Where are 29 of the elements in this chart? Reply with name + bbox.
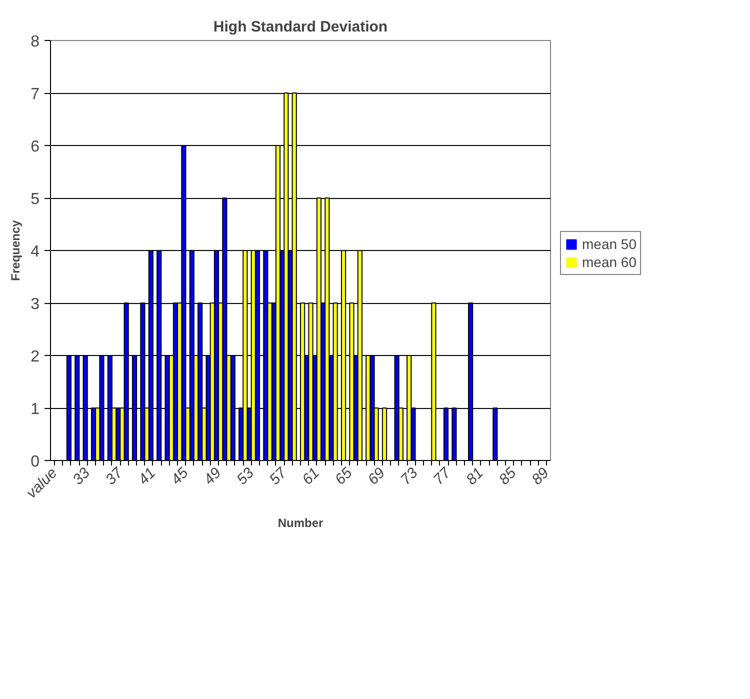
x-tick-label: 81	[463, 464, 487, 488]
x-tick-label: 69	[364, 464, 389, 488]
x-tick-label: 61	[299, 464, 323, 488]
y-tick-label: 1	[30, 401, 40, 418]
x-tick-label: 85	[496, 464, 520, 488]
x-tick-label: 57	[266, 464, 291, 488]
y-axis-title: Frequency	[8, 220, 23, 281]
x-tick-label: 45	[168, 464, 192, 488]
y-tick-label: 7	[30, 86, 40, 103]
legend-label: mean 50	[582, 236, 636, 252]
x-tick-label: 65	[332, 464, 356, 488]
y-tick-label: 3	[30, 296, 40, 313]
x-tick-label: 73	[397, 464, 422, 488]
y-tick-label: 0	[30, 454, 40, 470]
chart-title: High Standard Deviation	[213, 18, 388, 36]
y-tick-label: 4	[30, 244, 40, 260]
y-tick-label: 5	[30, 191, 40, 208]
x-tick-label: 89	[528, 464, 553, 488]
legend-label: mean 60	[582, 254, 636, 270]
x-tick-label: 49	[200, 464, 226, 488]
y-tick-label: 2	[30, 348, 40, 366]
x-tick-label: 33	[70, 464, 94, 488]
x-tick-label: 77	[430, 464, 455, 488]
y-tick-label: 8	[30, 34, 40, 50]
y-tick-label: 6	[30, 138, 40, 156]
x-tick-label: 37	[102, 464, 127, 488]
x-tick-label: 41	[135, 464, 159, 488]
x-axis-title: Number	[278, 516, 324, 530]
x-tick-label: 53	[234, 464, 258, 488]
